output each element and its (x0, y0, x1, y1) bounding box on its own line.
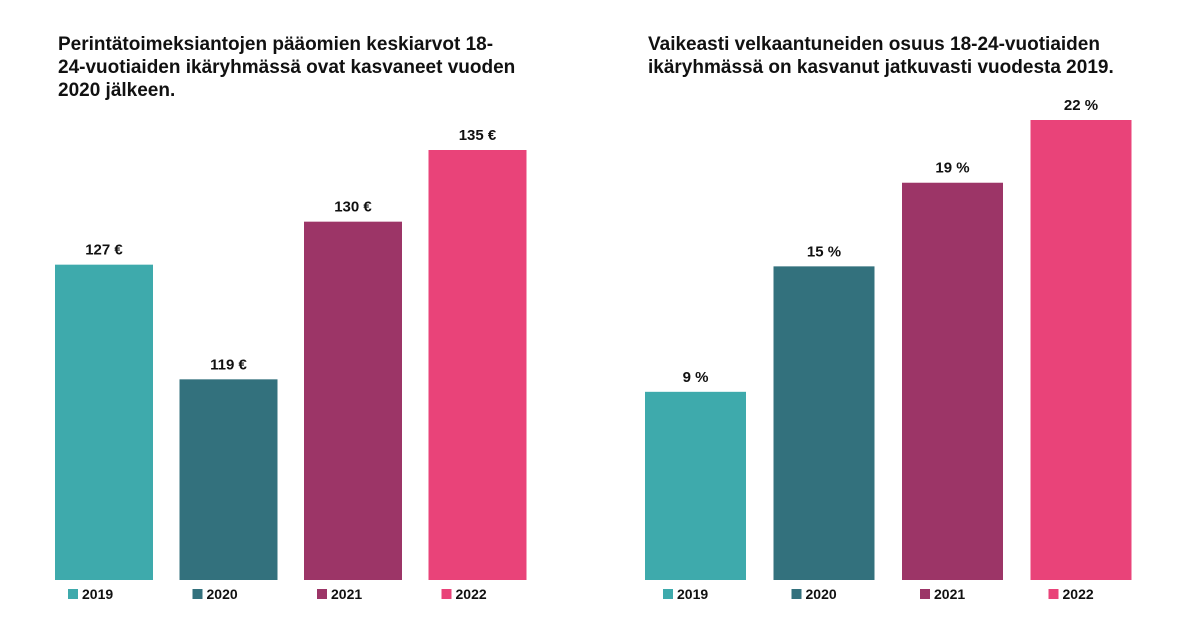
data-label-2022: 135 € (459, 127, 497, 144)
legend-label-2020: 2020 (806, 586, 837, 602)
chart-right: Vaikeasti velkaantuneiden osuus 18-24-vu… (600, 0, 1200, 628)
bar-2021 (902, 182, 1003, 580)
chart-title: Perintätoimeksiantojen pääomien keskiarv… (58, 34, 516, 101)
legend-label-2019: 2019 (82, 586, 113, 602)
legend-swatch-2021 (317, 589, 327, 599)
bar-chart-svg: 127 € 2019 119 € 2020 130 € 2021 135 € 2022 (55, 127, 527, 602)
data-label-2019: 9 % (683, 369, 709, 386)
legend-swatch-2021 (920, 589, 930, 599)
legend-swatch-2020 (192, 589, 203, 599)
data-label-2020: 15 % (807, 243, 841, 260)
legend-label-2020: 2020 (207, 586, 238, 602)
legend-label-2022: 2022 (456, 586, 487, 602)
data-label-2020: 119 € (210, 356, 247, 373)
bar-2019 (645, 391, 746, 580)
chart-title: Vaikeasti velkaantuneiden osuus 18-24-vu… (648, 34, 1114, 78)
data-label-2019: 127 € (85, 242, 123, 259)
legend-swatch-2020 (791, 589, 802, 599)
data-label-2021: 130 € (334, 199, 372, 216)
bar-2020 (179, 379, 278, 580)
legend-swatch-2019 (68, 589, 78, 599)
legend-label-2021: 2021 (934, 586, 965, 602)
bar-2019 (55, 264, 153, 580)
bar-2021 (304, 221, 402, 580)
legend-label-2022: 2022 (1063, 586, 1094, 602)
bar-2022 (428, 150, 527, 580)
legend-swatch-2022 (1048, 589, 1059, 599)
legend-label-2019: 2019 (677, 586, 708, 602)
legend-label-2021: 2021 (331, 586, 362, 602)
legend-swatch-2019 (663, 589, 673, 599)
legend-swatch-2022 (441, 589, 452, 599)
data-label-2022: 22 % (1064, 97, 1098, 114)
bar-2020 (773, 266, 875, 580)
bar-chart-svg: 9 % 2019 15 % 2020 19 % 2021 22 % 2022 (645, 97, 1132, 602)
chart-left: Perintätoimeksiantojen pääomien keskiarv… (55, 34, 527, 602)
bar-2022 (1030, 120, 1132, 580)
data-label-2021: 19 % (935, 160, 969, 177)
